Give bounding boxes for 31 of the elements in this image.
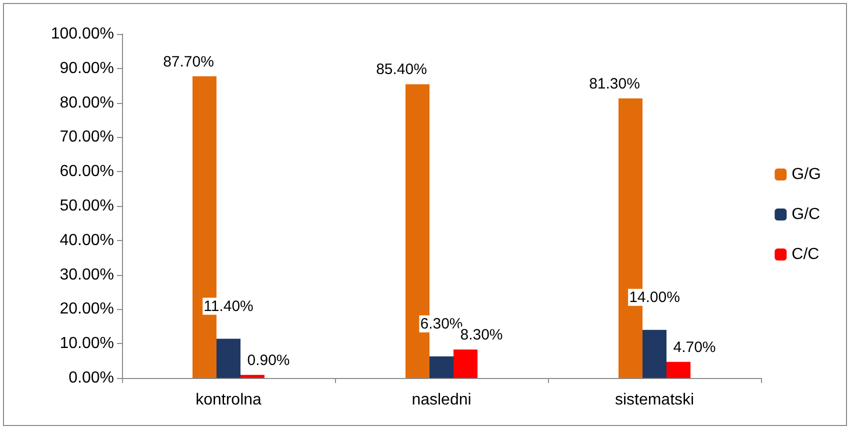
legend-label: G/G — [792, 166, 822, 183]
bar — [430, 356, 454, 378]
bar — [642, 330, 666, 378]
y-tick-label: 60.00% — [60, 163, 114, 180]
y-tick-label: 30.00% — [60, 266, 114, 284]
data-label: 14.00% — [629, 288, 680, 306]
y-tick-label: 70.00% — [60, 128, 114, 146]
data-label: 4.70% — [673, 338, 716, 356]
y-tick-label: 50.00% — [60, 198, 114, 214]
y-tick-label: 20.00% — [60, 300, 114, 318]
bar — [240, 374, 264, 378]
bar — [216, 338, 240, 378]
y-tick-label: 80.00% — [60, 94, 114, 112]
y-tick-label: 10.00% — [60, 335, 114, 352]
y-tick-label: 90.00% — [60, 60, 114, 77]
legend-label: G/C — [792, 206, 820, 223]
data-label: 11.40% — [204, 298, 254, 315]
bar — [454, 349, 478, 378]
x-tick-label: kontrolna — [196, 392, 262, 408]
y-tick-label: 40.00% — [60, 232, 114, 249]
x-tick-label: sistematski — [614, 392, 694, 408]
y-tick-label: 0.00% — [68, 370, 114, 386]
data-label: 85.40% — [376, 61, 427, 78]
x-tick-label: nasledni — [412, 392, 472, 408]
data-label: 8.30% — [460, 326, 503, 344]
bar — [666, 362, 690, 378]
data-label: 81.30% — [589, 75, 640, 92]
data-label: 0.90% — [247, 352, 290, 369]
y-tick-label: 100.00% — [50, 26, 114, 42]
legend-label: C/C — [792, 246, 820, 263]
data-label: 87.70% — [163, 53, 214, 70]
